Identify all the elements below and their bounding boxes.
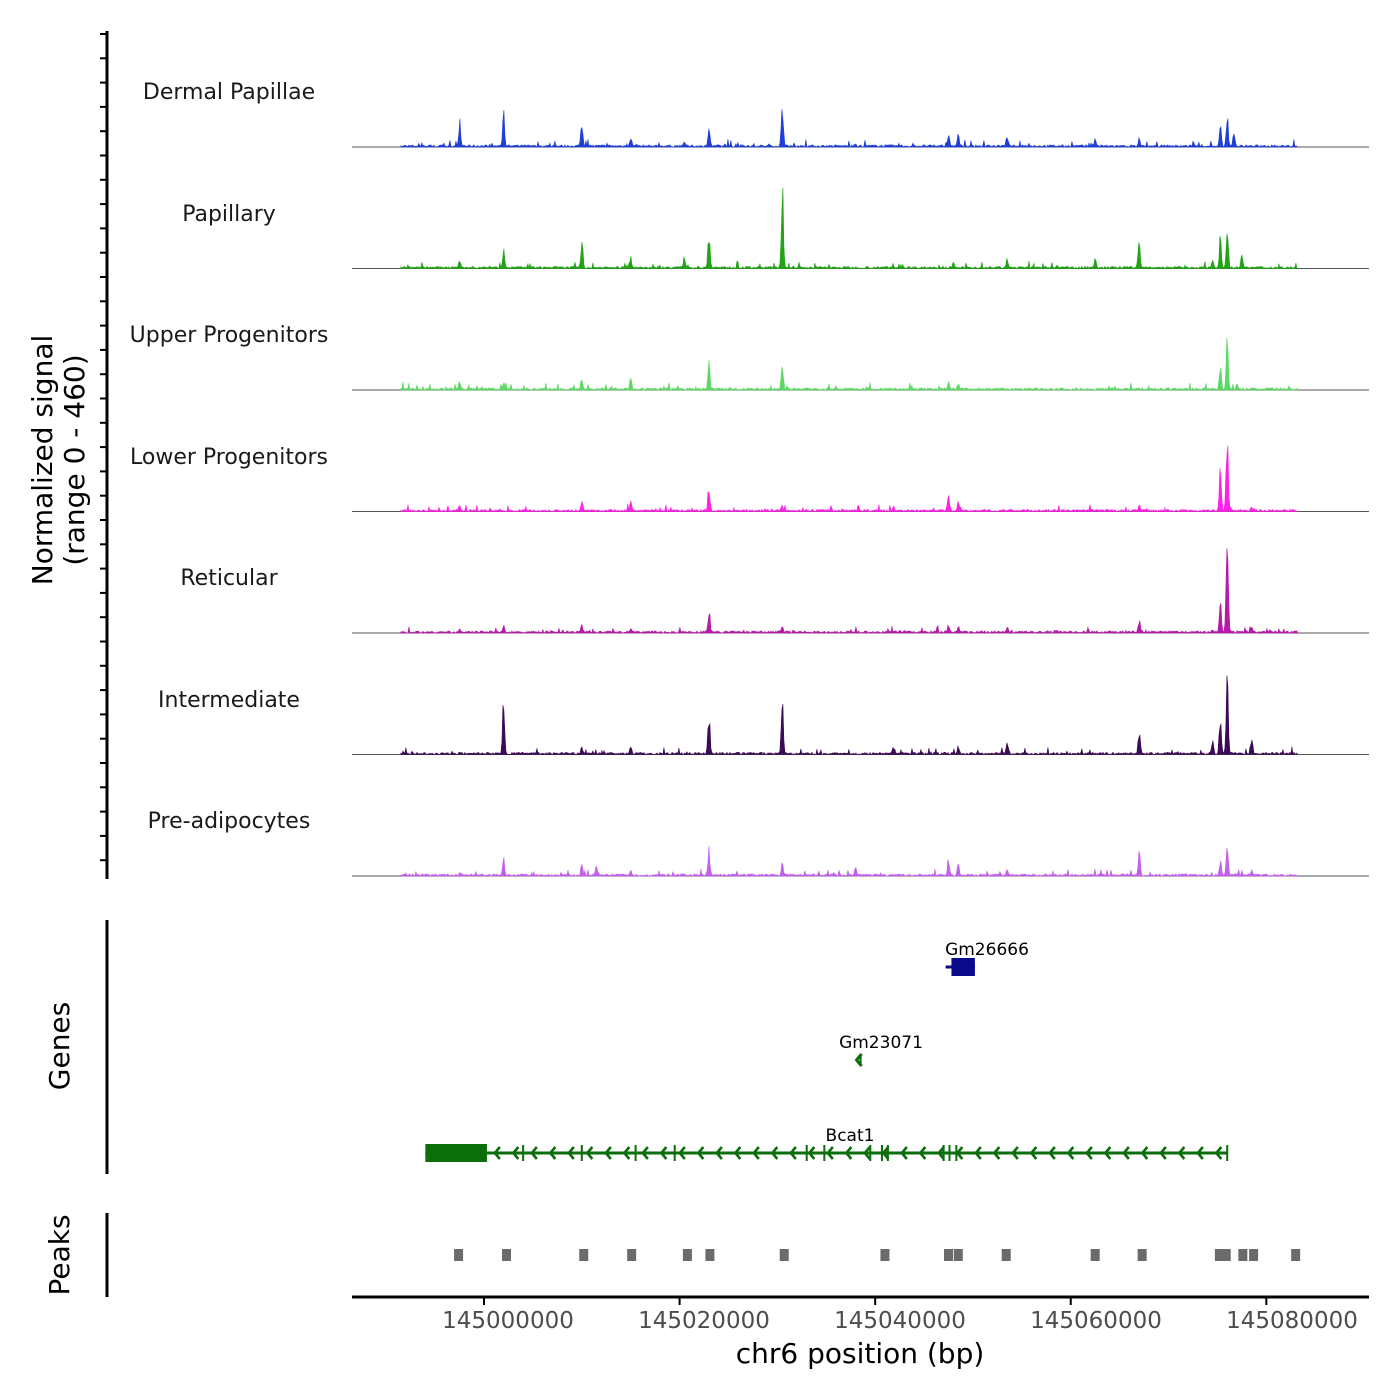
track-label: Papillary <box>182 202 276 227</box>
strand-arrow <box>1214 1146 1223 1160</box>
strand-arrow <box>1177 1146 1186 1160</box>
coverage-area <box>400 845 1299 877</box>
coverage-area <box>400 187 1298 270</box>
x-tick-label: 145040000 <box>834 1308 966 1334</box>
peak-region <box>1001 1249 1011 1261</box>
peak-region <box>579 1249 589 1261</box>
peak-region <box>1214 1249 1224 1261</box>
strand-arrow <box>1103 1146 1112 1160</box>
coverage-area <box>400 548 1299 634</box>
peak-region <box>627 1249 637 1261</box>
peak-region <box>944 1249 954 1261</box>
strand-arrow <box>733 1146 742 1160</box>
peak-region <box>953 1249 963 1261</box>
strand-arrow <box>530 1146 538 1160</box>
genes-panel-title: Genes <box>43 1002 76 1090</box>
strand-arrow <box>567 1146 575 1160</box>
peak-region <box>1221 1249 1231 1261</box>
track-labels: Dermal Papillae Papillary Upper Progenit… <box>130 80 329 834</box>
strand-arrow <box>1066 1146 1075 1160</box>
strand-arrow <box>659 1146 668 1160</box>
strand-arrow <box>881 1146 890 1160</box>
gene-labels: Gm26666 Gm23071 Bcat1 <box>826 940 1029 1146</box>
track-label: Reticular <box>180 566 278 591</box>
peak-region <box>1090 1249 1100 1261</box>
coverage-area <box>400 337 1299 391</box>
strand-arrow <box>548 1146 557 1160</box>
gene-exon <box>951 958 975 976</box>
strand-arrow <box>937 1146 945 1160</box>
x-tick-label: 145060000 <box>1030 1308 1162 1334</box>
peak-region <box>682 1249 692 1261</box>
strand-arrow <box>1029 1146 1038 1160</box>
x-tick-labels: 145000000 145020000 145040000 145060000 … <box>442 1308 1358 1334</box>
strand-arrow <box>696 1146 705 1160</box>
strand-arrow <box>1140 1146 1149 1160</box>
y-axis-title-line2: (range 0 - 460) <box>58 354 91 565</box>
peak-region <box>1249 1249 1259 1261</box>
strand-arrow <box>641 1146 649 1160</box>
gene-label: Gm23071 <box>839 1033 923 1053</box>
peak-region <box>880 1249 890 1261</box>
strand-arrow <box>585 1146 594 1160</box>
strand-arrow <box>807 1146 816 1160</box>
track-label: Dermal Papillae <box>143 80 315 105</box>
strand-arrow <box>752 1146 760 1160</box>
x-axis-title: chr6 position (bp) <box>736 1337 985 1370</box>
peak-region <box>502 1249 512 1261</box>
gene-label: Gm26666 <box>945 940 1029 960</box>
signal-y-ticks <box>100 33 107 862</box>
strand-arrow <box>1011 1146 1019 1160</box>
strand-arrow <box>844 1146 853 1160</box>
x-tick-label: 145020000 <box>638 1308 770 1334</box>
strand-arrow <box>1159 1146 1167 1160</box>
strand-arrow <box>604 1146 612 1160</box>
strand-arrow <box>826 1146 834 1160</box>
strand-arrow <box>918 1146 927 1160</box>
strand-arrow <box>1196 1146 1204 1160</box>
coverage-tracks <box>352 109 1369 877</box>
strand-arrow <box>493 1146 501 1160</box>
x-tick-label: 145080000 <box>1226 1308 1358 1334</box>
coverage-area <box>400 109 1299 148</box>
track-label: Intermediate <box>158 688 300 713</box>
peak-region <box>454 1249 464 1261</box>
peak-region <box>1291 1249 1301 1261</box>
strand-arrow <box>992 1146 1001 1160</box>
gene-label: Bcat1 <box>826 1126 875 1146</box>
strand-arrow <box>974 1146 982 1160</box>
track-label: Lower Progenitors <box>130 445 328 470</box>
strand-arrow <box>715 1146 723 1160</box>
peak-region <box>779 1249 789 1261</box>
strand-arrow <box>789 1146 797 1160</box>
gene-exon <box>425 1144 487 1162</box>
peaks-panel-title: Peaks <box>43 1214 76 1295</box>
strand-arrow <box>511 1146 520 1160</box>
peak-region <box>1137 1249 1147 1261</box>
strand-arrow <box>863 1146 871 1160</box>
strand-arrow <box>900 1146 908 1160</box>
coverage-area <box>400 675 1299 756</box>
strand-arrow <box>1048 1146 1056 1160</box>
strand-arrow <box>678 1146 686 1160</box>
gene-models <box>425 958 1229 1162</box>
strand-arrow <box>622 1146 631 1160</box>
strand-arrow <box>770 1146 779 1160</box>
strand-arrow <box>1085 1146 1093 1160</box>
peak-region <box>1238 1249 1248 1261</box>
track-label: Pre-adipocytes <box>148 809 311 834</box>
y-axis-title-line1: Normalized signal <box>26 335 59 586</box>
x-axis-ticks <box>483 1297 1268 1305</box>
strand-arrow <box>1122 1146 1130 1160</box>
peak-region <box>705 1249 715 1261</box>
coverage-area <box>400 445 1298 513</box>
x-tick-label: 145000000 <box>442 1308 574 1334</box>
track-label: Upper Progenitors <box>130 323 329 348</box>
peak-regions <box>454 1249 1301 1261</box>
strand-arrow <box>955 1146 964 1160</box>
